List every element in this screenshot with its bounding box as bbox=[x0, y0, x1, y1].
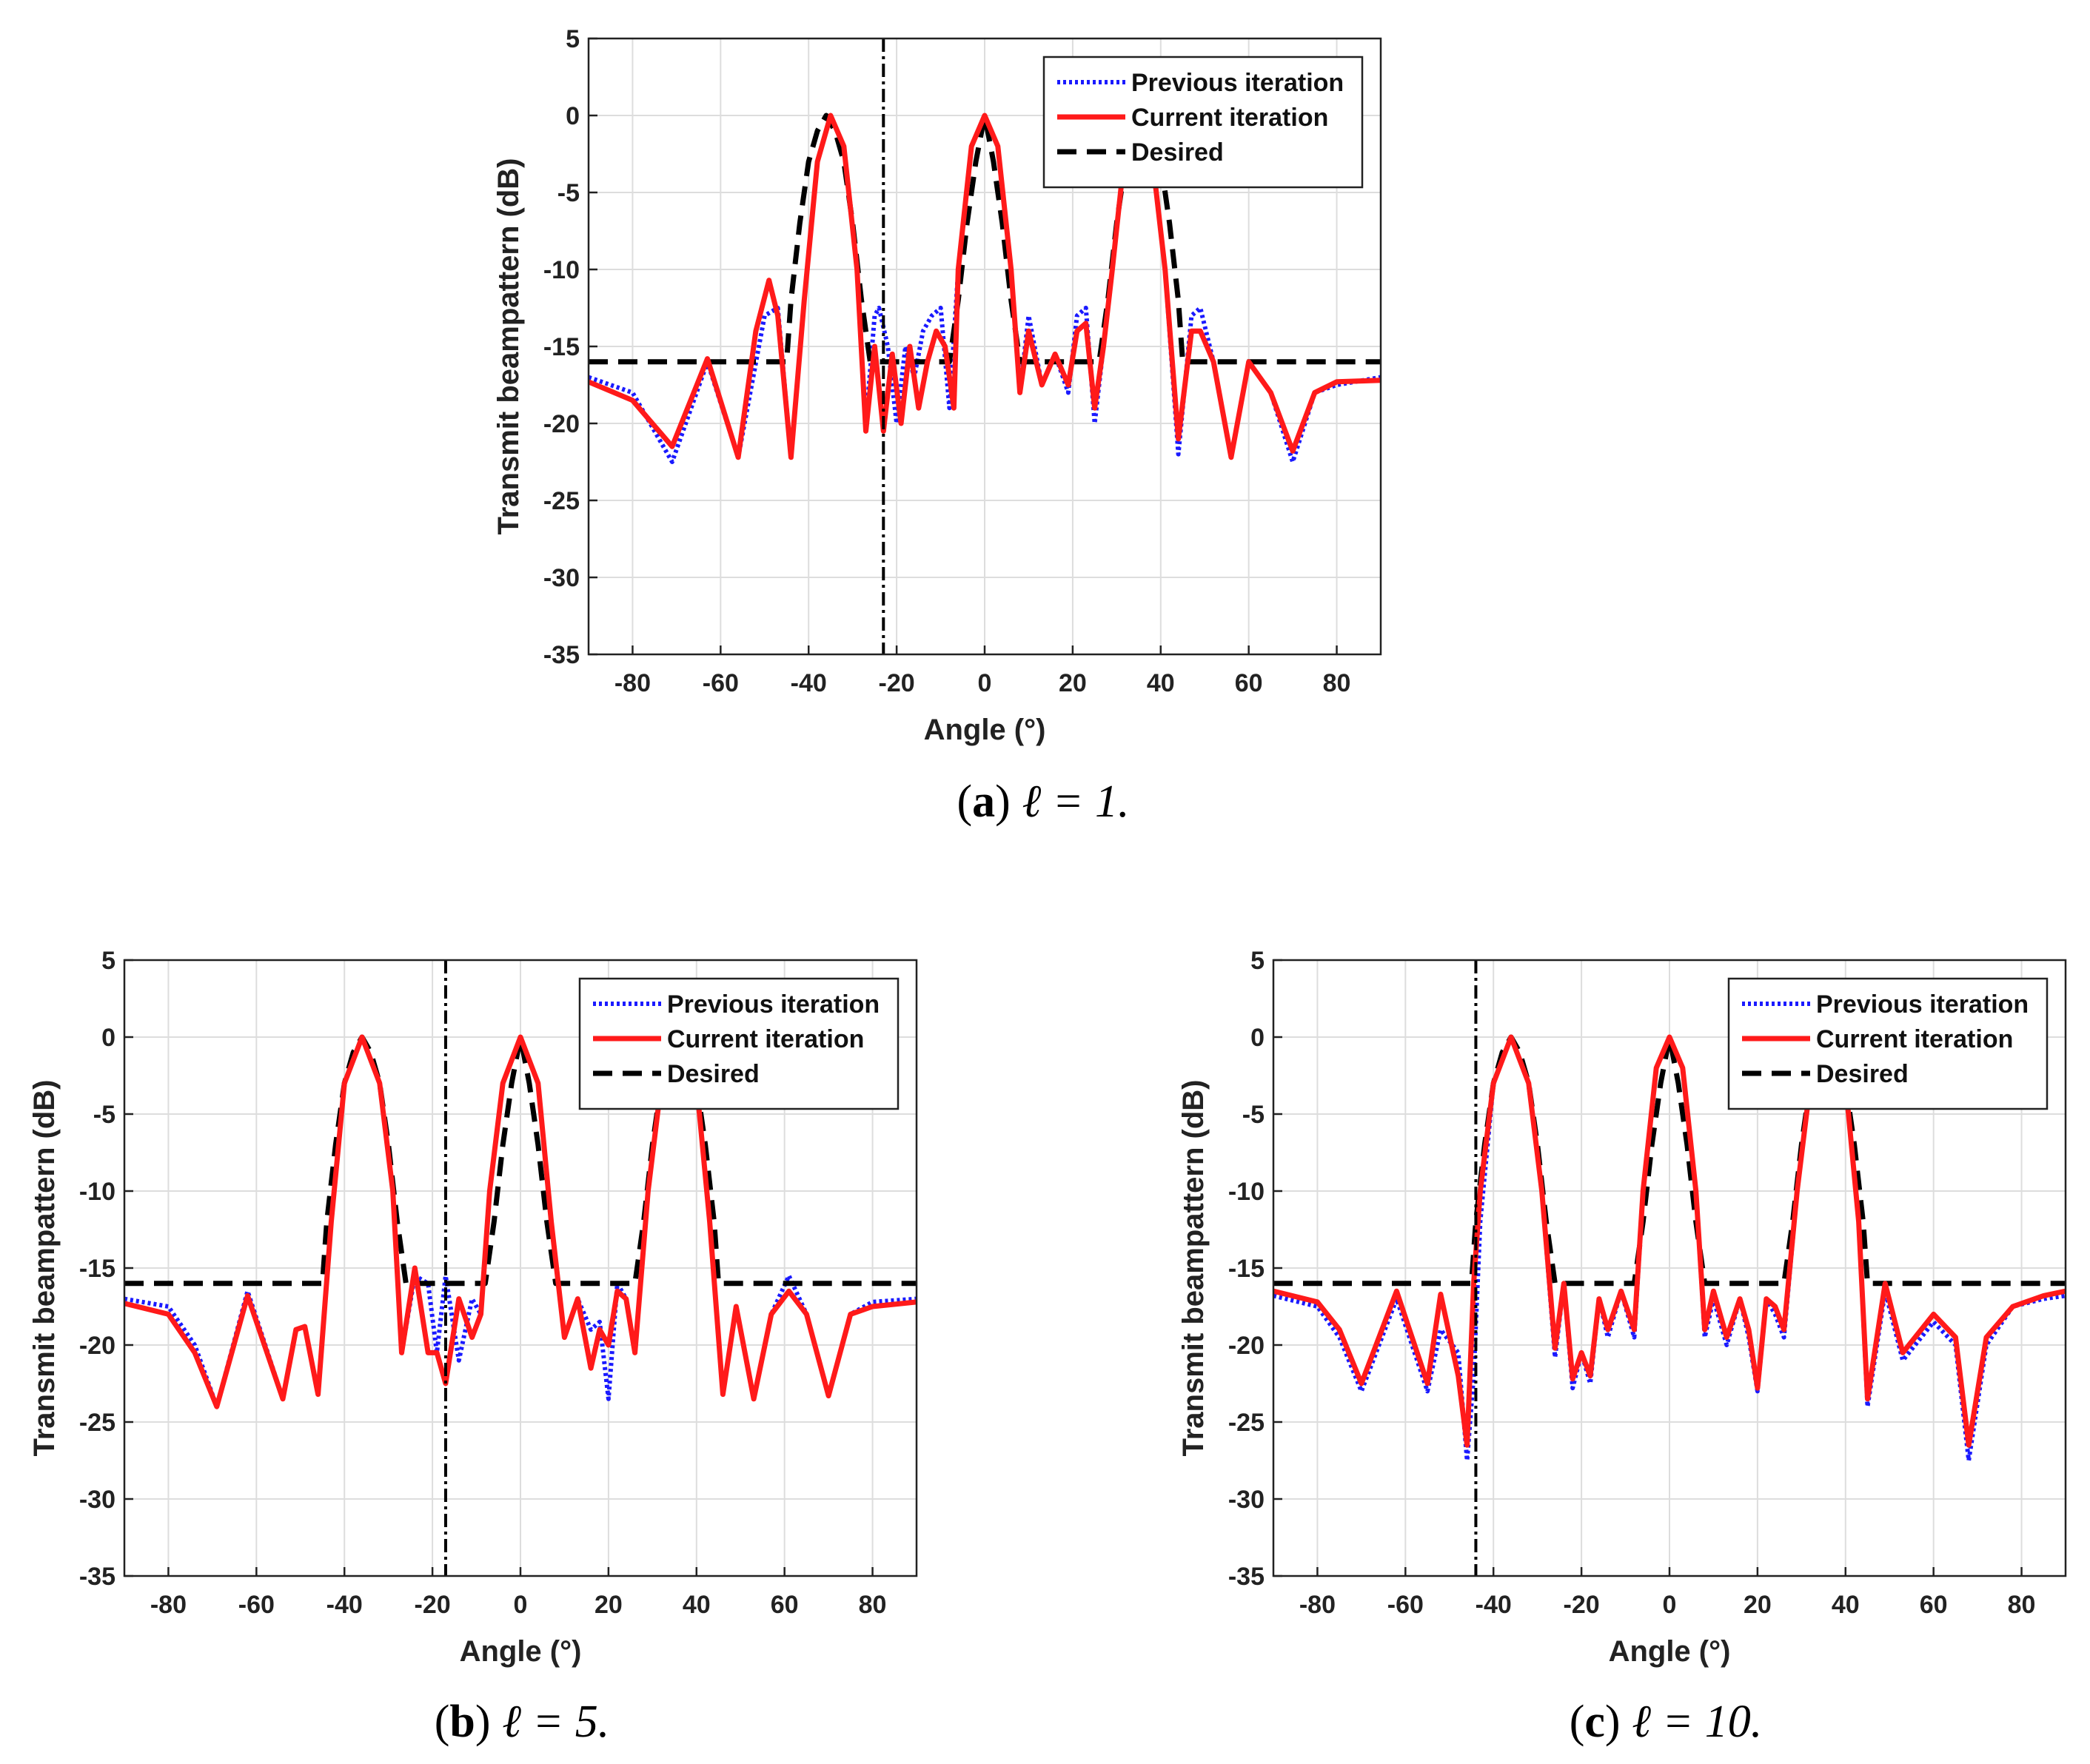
chart-a-ytick-label: 0 bbox=[566, 102, 580, 130]
chart-c-ytick-label: -30 bbox=[1228, 1486, 1265, 1514]
chart-a-xtick-label: 80 bbox=[1323, 669, 1351, 697]
chart-a-ytick-label: -20 bbox=[543, 410, 580, 438]
chart-b-xtick-label: 80 bbox=[859, 1591, 887, 1619]
caption-b-math: ℓ = 5. bbox=[502, 1697, 609, 1747]
chart-c-ytick-label: 0 bbox=[1250, 1024, 1265, 1052]
chart-a-legend-label: Previous iteration bbox=[1131, 69, 1344, 97]
chart-c-ytick-label: -25 bbox=[1228, 1409, 1265, 1437]
caption-a-letter: a bbox=[972, 777, 995, 827]
chart-b-xlabel: Angle (°) bbox=[460, 1635, 582, 1668]
caption-c: (c) ℓ = 10. bbox=[1570, 1697, 1763, 1747]
chart-a-xtick-label: -20 bbox=[879, 669, 915, 697]
chart-b-xtick-label: 0 bbox=[514, 1591, 528, 1619]
chart-a-xtick-label: 60 bbox=[1235, 669, 1263, 697]
chart-c-xtick-label: 20 bbox=[1744, 1591, 1772, 1619]
chart-a-ytick-label: -5 bbox=[557, 179, 580, 207]
chart-b-ytick-label: 0 bbox=[101, 1024, 115, 1052]
chart-a-legend-label: Desired bbox=[1131, 138, 1224, 167]
chart-b-ytick-label: -25 bbox=[79, 1409, 115, 1437]
chart-b-legend-label: Previous iteration bbox=[667, 990, 880, 1019]
chart-a-xtick-label: 40 bbox=[1147, 669, 1175, 697]
chart-a-xtick-label: 20 bbox=[1059, 669, 1087, 697]
chart-c-legend-label: Desired bbox=[1816, 1060, 1909, 1088]
chart-b-ylabel: Transmit beampattern (dB) bbox=[28, 1080, 61, 1457]
chart-c-xtick-label: 80 bbox=[2008, 1591, 2036, 1619]
chart-a-xtick-label: -60 bbox=[703, 669, 739, 697]
chart-a-ytick-label: -25 bbox=[543, 487, 580, 515]
chart-a-ytick-label: 5 bbox=[566, 25, 580, 53]
chart-b-ytick-label: -5 bbox=[93, 1101, 115, 1129]
chart-c-legend-label: Current iteration bbox=[1816, 1025, 2013, 1053]
chart-b-legend-label: Desired bbox=[667, 1060, 760, 1088]
chart-a-ytick-label: -35 bbox=[543, 641, 580, 669]
chart-c-xtick-label: -80 bbox=[1299, 1591, 1336, 1619]
chart-c-ytick-label: -15 bbox=[1228, 1255, 1265, 1283]
panel-c: -80 -60 -40 -20 0 20 40 60 80 5 0 -5 -10 -15 -20 -25 -30… bbox=[1177, 947, 2067, 1668]
chart-a-xtick-label: -40 bbox=[791, 669, 827, 697]
chart-a-legend bbox=[1042, 56, 1364, 189]
caption-b: (b) ℓ = 5. bbox=[435, 1697, 609, 1747]
panel-a: -80 -60 -40 -20 0 20 40 60 80 5 0 -5 -10 -15 -20 -25 -30… bbox=[492, 25, 1382, 746]
chart-b-legend bbox=[578, 977, 900, 1110]
chart-a-ytick-label: -10 bbox=[543, 256, 580, 284]
caption-a-math: ℓ = 1. bbox=[1022, 777, 1129, 827]
chart-a-xtick-label: -80 bbox=[614, 669, 651, 697]
chart-c-legend bbox=[1727, 977, 2049, 1110]
chart-b-xtick-label: -20 bbox=[415, 1591, 451, 1619]
caption-c-letter: c bbox=[1584, 1697, 1605, 1747]
caption-b-letter: b bbox=[449, 1697, 475, 1747]
caption-c-math: ℓ = 10. bbox=[1632, 1697, 1762, 1747]
chart-b-ytick-label: -10 bbox=[79, 1178, 115, 1206]
chart-c-xtick-label: 0 bbox=[1663, 1591, 1677, 1619]
chart-c-xtick-label: 60 bbox=[1920, 1591, 1948, 1619]
chart-c-ylabel: Transmit beampattern (dB) bbox=[1177, 1080, 1210, 1457]
chart-a-xlabel: Angle (°) bbox=[924, 714, 1046, 746]
chart-b-ytick-label: -20 bbox=[79, 1332, 115, 1360]
chart-c-series-solid bbox=[1273, 1034, 2066, 1448]
chart-c-ytick-label: -10 bbox=[1228, 1178, 1265, 1206]
chart-c-xlabel: Angle (°) bbox=[1609, 1635, 1731, 1668]
panel-b: -80 -60 -40 -20 0 20 40 60 80 5 0 -5 -10 -15 -20 -25 -30… bbox=[28, 947, 918, 1668]
chart-c-ytick-label: 5 bbox=[1250, 947, 1265, 975]
chart-b-legend-label: Current iteration bbox=[667, 1025, 864, 1053]
chart-a-ytick-label: -15 bbox=[543, 333, 580, 361]
chart-c-legend-label: Previous iteration bbox=[1816, 990, 2029, 1019]
chart-c-xtick-label: -60 bbox=[1387, 1591, 1424, 1619]
chart-c-ytick-label: -5 bbox=[1242, 1101, 1265, 1129]
chart-b-xtick-label: -80 bbox=[150, 1591, 187, 1619]
chart-b-xtick-label: 40 bbox=[683, 1591, 711, 1619]
chart-b-xtick-label: -40 bbox=[326, 1591, 363, 1619]
chart-b-xtick-label: 20 bbox=[594, 1591, 623, 1619]
chart-b-ytick-label: -35 bbox=[79, 1563, 115, 1591]
caption-a: (a) ℓ = 1. bbox=[957, 777, 1130, 827]
chart-b-series-solid bbox=[124, 1034, 917, 1409]
chart-b-xtick-label: 60 bbox=[771, 1591, 799, 1619]
chart-a-series-solid bbox=[589, 113, 1381, 460]
chart-c-xtick-label: -40 bbox=[1476, 1591, 1512, 1619]
chart-a-ytick-label: -30 bbox=[543, 564, 580, 592]
chart-c-xtick-label: 40 bbox=[1832, 1591, 1860, 1619]
chart-a-ylabel: Transmit beampattern (dB) bbox=[492, 158, 525, 535]
chart-b-ytick-label: 5 bbox=[101, 947, 115, 975]
chart-a-xtick-label: 0 bbox=[978, 669, 992, 697]
chart-c-xtick-label: -20 bbox=[1564, 1591, 1600, 1619]
chart-c-ytick-label: -20 bbox=[1228, 1332, 1265, 1360]
chart-b-ytick-label: -30 bbox=[79, 1486, 115, 1514]
chart-b-xtick-label: -60 bbox=[238, 1591, 275, 1619]
chart-c-ytick-label: -35 bbox=[1228, 1563, 1265, 1591]
chart-b-ytick-label: -15 bbox=[79, 1255, 115, 1283]
chart-a-legend-label: Current iteration bbox=[1131, 104, 1328, 132]
